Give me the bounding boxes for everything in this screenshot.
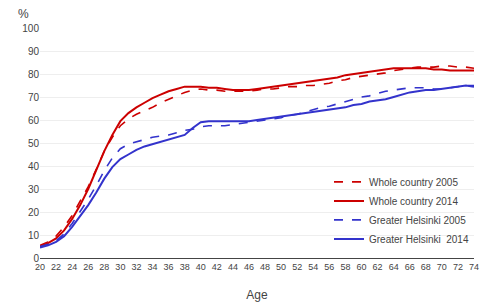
svg-text:54: 54	[308, 262, 318, 272]
svg-text:Greater Helsinki 2014: Greater Helsinki 2014	[369, 234, 469, 245]
svg-text:72: 72	[453, 262, 463, 272]
svg-text:22: 22	[51, 262, 61, 272]
svg-text:66: 66	[405, 262, 415, 272]
svg-text:40: 40	[196, 262, 206, 272]
svg-text:64: 64	[389, 262, 399, 272]
svg-text:100: 100	[22, 23, 39, 34]
svg-text:40: 40	[28, 161, 40, 172]
svg-text:%: %	[18, 7, 29, 21]
svg-text:58: 58	[340, 262, 350, 272]
svg-text:20: 20	[35, 262, 45, 272]
svg-text:36: 36	[164, 262, 174, 272]
svg-text:Greater Helsinki 2005: Greater Helsinki 2005	[369, 215, 466, 226]
svg-text:32: 32	[131, 262, 141, 272]
svg-text:50: 50	[276, 262, 286, 272]
svg-text:38: 38	[180, 262, 190, 272]
svg-text:74: 74	[469, 262, 479, 272]
svg-text:24: 24	[67, 262, 77, 272]
svg-text:52: 52	[292, 262, 302, 272]
svg-text:60: 60	[28, 115, 40, 126]
svg-text:Whole country 2005: Whole country 2005	[369, 177, 458, 188]
svg-text:46: 46	[244, 262, 254, 272]
svg-text:Age: Age	[246, 288, 268, 302]
svg-text:48: 48	[260, 262, 270, 272]
svg-text:70: 70	[437, 262, 447, 272]
svg-text:0: 0	[33, 253, 39, 264]
svg-text:44: 44	[228, 262, 238, 272]
svg-text:42: 42	[212, 262, 222, 272]
svg-text:90: 90	[28, 46, 40, 57]
svg-text:60: 60	[356, 262, 366, 272]
svg-text:68: 68	[421, 262, 431, 272]
svg-text:20: 20	[28, 207, 40, 218]
svg-text:30: 30	[28, 184, 40, 195]
svg-text:34: 34	[148, 262, 158, 272]
svg-text:26: 26	[83, 262, 93, 272]
svg-text:56: 56	[324, 262, 334, 272]
svg-text:70: 70	[28, 92, 40, 103]
svg-text:28: 28	[99, 262, 109, 272]
svg-text:50: 50	[28, 138, 40, 149]
svg-text:30: 30	[115, 262, 125, 272]
svg-text:62: 62	[373, 262, 383, 272]
svg-text:Whole country 2014: Whole country 2014	[369, 196, 458, 207]
svg-text:10: 10	[28, 230, 40, 241]
svg-text:80: 80	[28, 69, 40, 80]
